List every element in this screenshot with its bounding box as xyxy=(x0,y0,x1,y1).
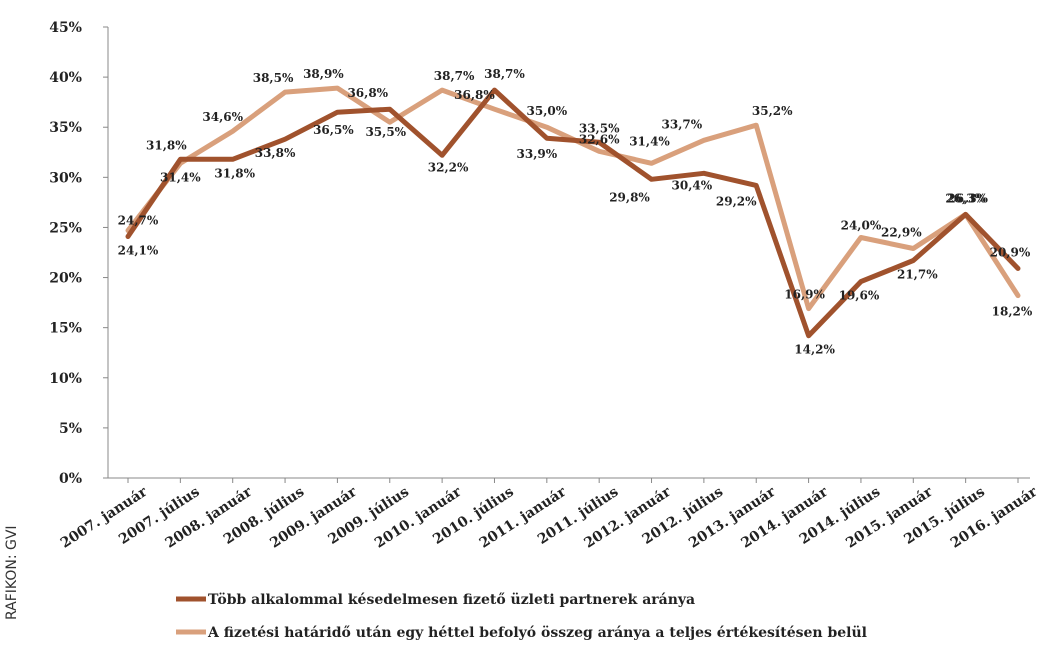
series-lines xyxy=(125,85,1021,339)
y-tick-label: 30% xyxy=(49,170,82,186)
data-label-s2: 35,0% xyxy=(527,104,568,118)
data-label-s2: 31,4% xyxy=(629,134,670,148)
data-label-s2: 22,9% xyxy=(881,225,922,239)
y-tick-label: 20% xyxy=(49,271,82,287)
data-label-s1: 30,4% xyxy=(672,178,713,192)
series-line-1 xyxy=(125,87,1021,339)
data-label-s2: 34,6% xyxy=(202,110,243,124)
data-label-s1: 32,2% xyxy=(428,160,469,174)
y-tick-label: 5% xyxy=(59,421,82,437)
y-tick-label: 35% xyxy=(49,120,82,136)
x-tick-label: 2016. január xyxy=(948,484,1039,552)
data-label-s2: 31,4% xyxy=(160,170,201,184)
legend-label-1: Több alkalommal késedelmesen fizető üzle… xyxy=(208,592,695,608)
data-label-s1: 36,5% xyxy=(313,123,354,137)
x-tick-label: 2013. január xyxy=(686,484,779,552)
y-tick-label: 25% xyxy=(49,220,82,236)
data-label-s2: 32,6% xyxy=(579,132,620,146)
legend-label-2: A fizetési határidő után egy héttel befo… xyxy=(207,625,867,641)
y-tick-label: 0% xyxy=(59,471,82,487)
data-label-s1: 33,9% xyxy=(517,147,558,161)
data-label-s1: 20,9% xyxy=(990,246,1031,260)
data-label-s2: 38,9% xyxy=(303,67,344,81)
x-tick-label: 2009. január xyxy=(267,484,360,552)
data-label-s1: 33,5% xyxy=(579,121,620,135)
x-tick-label: 2012. január xyxy=(581,484,674,552)
data-label-s2: 38,7% xyxy=(434,69,475,83)
data-label-s1: 31,8% xyxy=(146,138,187,152)
data-label-s1: 29,8% xyxy=(609,190,650,204)
data-label-s1: 29,2% xyxy=(716,194,757,208)
data-label-s1: 14,2% xyxy=(794,343,835,357)
data-label-s2: 38,5% xyxy=(253,71,294,85)
data-label-s1: 26,3% xyxy=(947,191,988,205)
data-label-s2: 35,2% xyxy=(752,104,793,118)
x-tick-label: 2014. január xyxy=(738,484,831,552)
data-label-s2: 24,7% xyxy=(118,213,159,227)
data-label-s2: 24,0% xyxy=(841,218,882,232)
y-tick-label: 45% xyxy=(49,20,82,36)
data-label-s2: 26,3% xyxy=(945,191,986,205)
data-label-s2: 35,5% xyxy=(365,125,406,139)
x-tick-label: 2015. január xyxy=(843,484,936,552)
data-label-s1: 33,8% xyxy=(255,146,296,160)
data-labels: 24,1%31,8%31,8%33,8%36,5%36,8%32,2%38,7%… xyxy=(118,67,1033,357)
data-label-s2: 36,8% xyxy=(454,88,495,102)
graphic-credit: RAFIKON: GVI xyxy=(4,525,20,620)
x-tick-label: 2007. január xyxy=(58,484,151,552)
data-label-s2: 16,9% xyxy=(784,288,825,302)
x-tick-label: 2010. január xyxy=(372,484,465,552)
y-tick-label: 15% xyxy=(49,321,82,337)
data-label-s2: 18,2% xyxy=(992,305,1033,319)
data-label-s1: 21,7% xyxy=(897,268,938,282)
data-label-s2: 33,7% xyxy=(662,117,703,131)
data-label-s1: 31,8% xyxy=(214,166,255,180)
data-label-s1: 36,8% xyxy=(347,86,388,100)
x-tick-label: 2008. január xyxy=(163,484,256,552)
x-tick-label: 2011. január xyxy=(477,484,570,552)
data-label-s1: 19,6% xyxy=(839,289,880,303)
series-line-2 xyxy=(125,85,1021,312)
y-tick-label: 40% xyxy=(49,70,82,86)
data-label-s1: 38,7% xyxy=(484,67,525,81)
legend: Több alkalommal késedelmesen fizető üzle… xyxy=(176,592,867,641)
y-axis: 0% 5% 10% 15% 20% 25% 30% 35% 40% 45% xyxy=(49,20,109,487)
data-label-s1: 24,1% xyxy=(118,243,159,257)
y-tick-label: 10% xyxy=(49,371,82,387)
